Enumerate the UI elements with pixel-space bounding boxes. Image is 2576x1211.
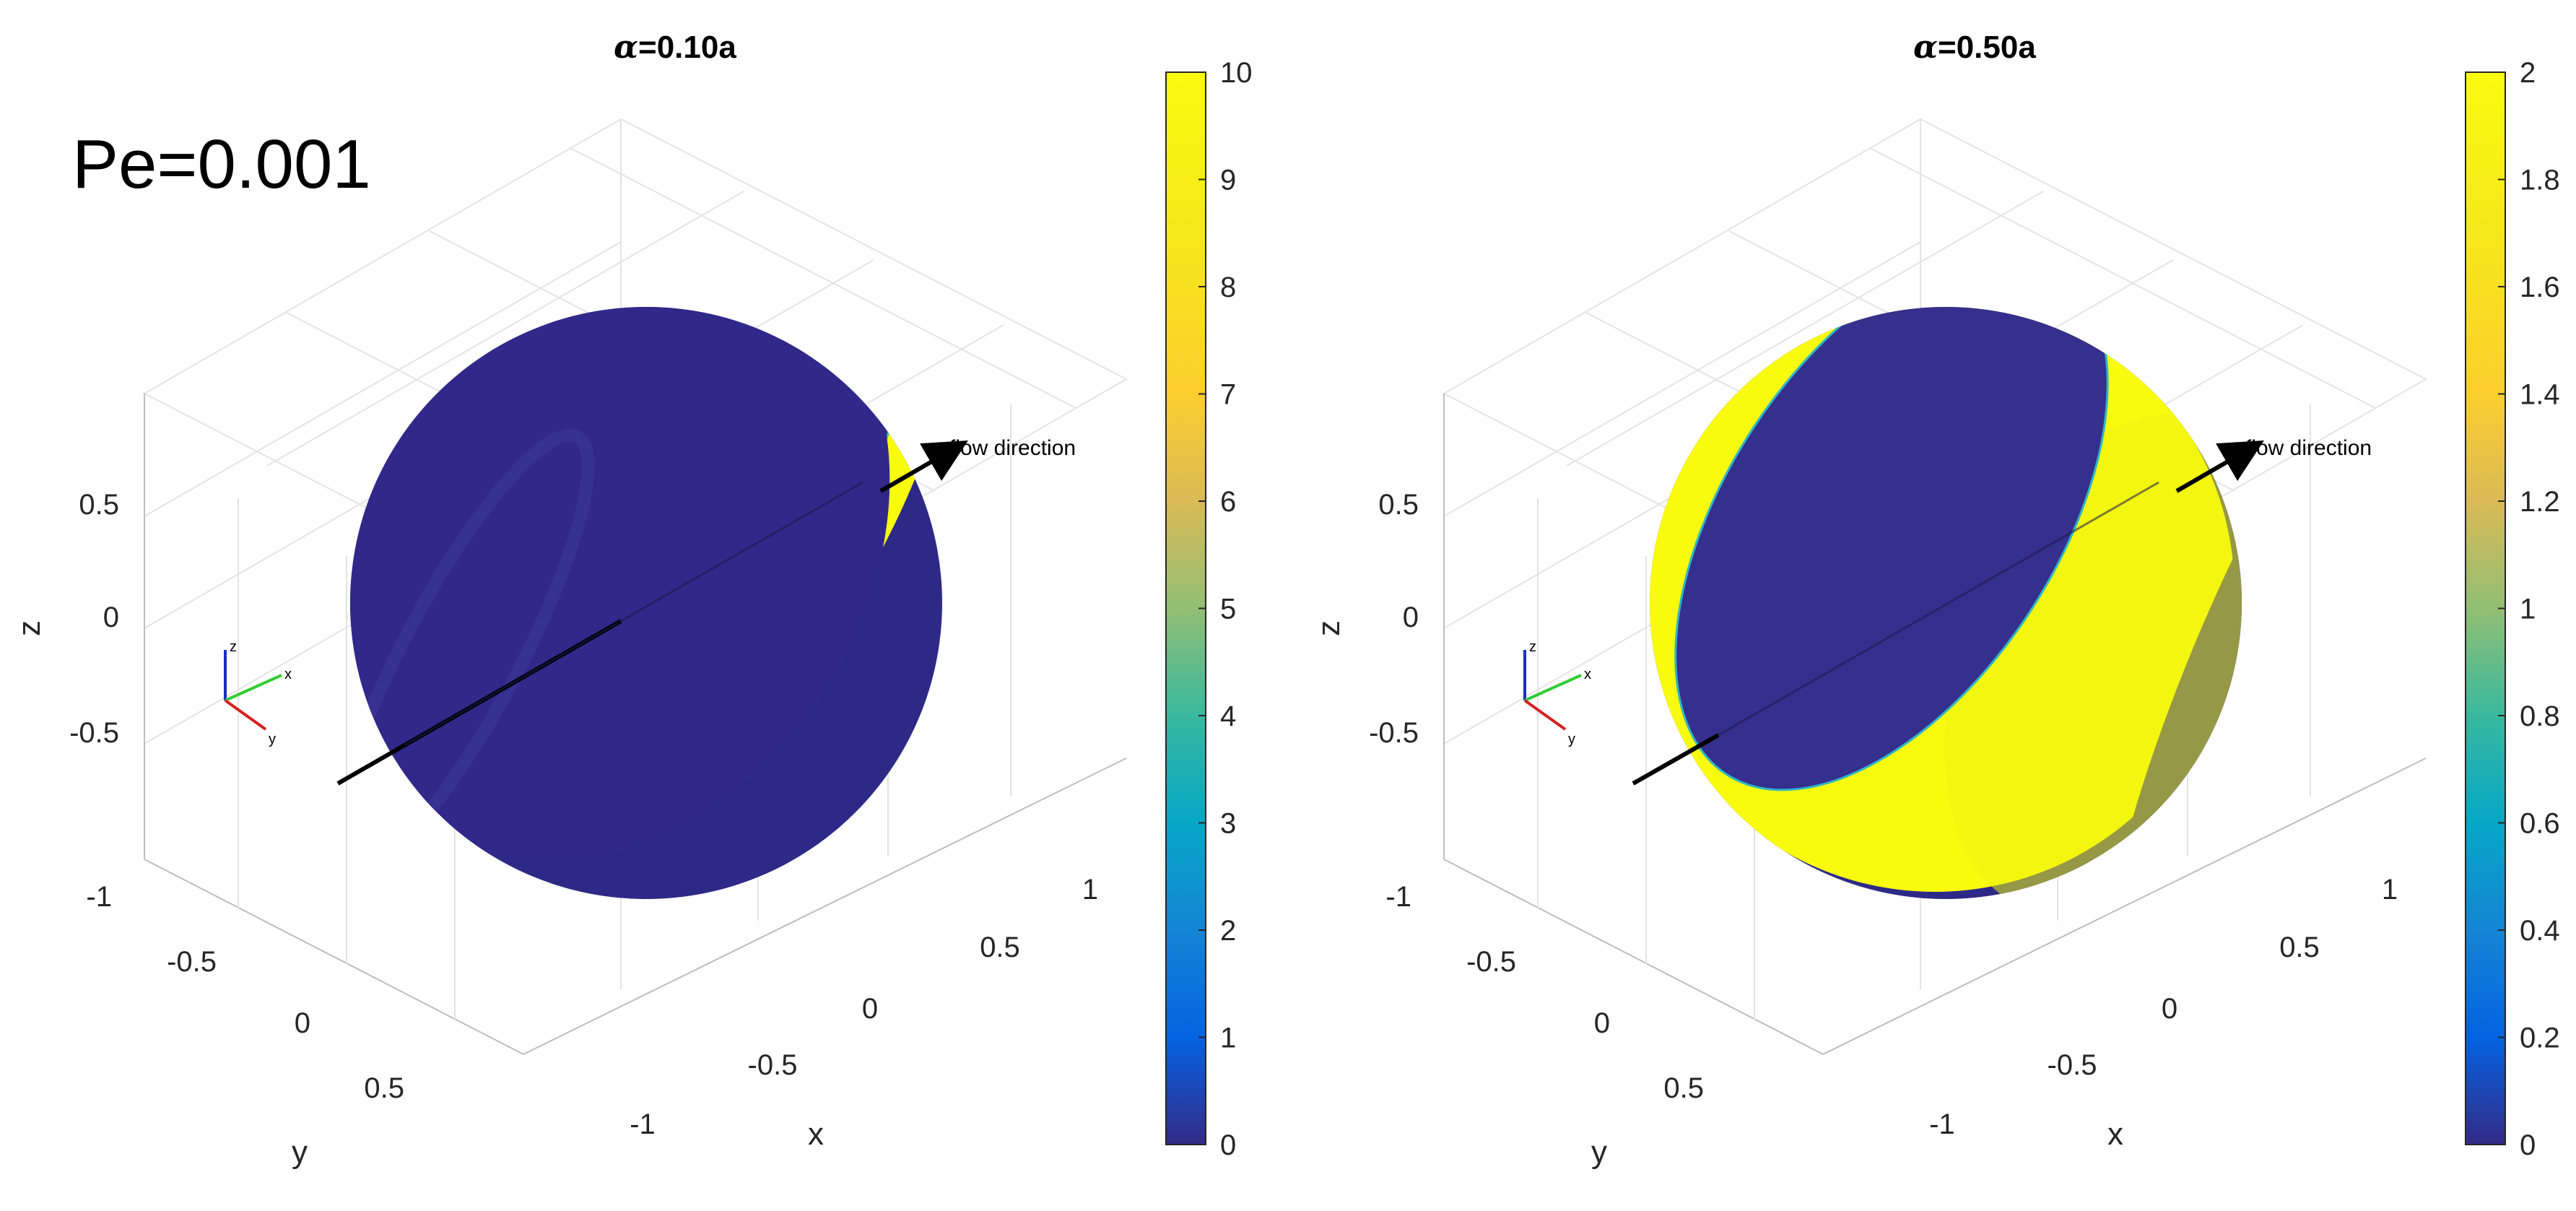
x-tick: 0 xyxy=(2162,993,2177,1025)
colorbar-tick-label: 2 xyxy=(2520,57,2536,89)
colorbar-tick-label: 3 xyxy=(1220,808,1236,840)
x-ticks-right: -1 -0.5 0 0.5 1 x xyxy=(1929,874,2398,1152)
triad-y: y xyxy=(269,732,276,747)
z-axis-label: z xyxy=(12,620,47,636)
x-ticks-left: -1 -0.5 0 0.5 1 x xyxy=(630,874,1098,1152)
x-tick: 0.5 xyxy=(980,932,1020,963)
colorbar-tick-label: 1.6 xyxy=(2520,272,2560,303)
triad-z: z xyxy=(1529,639,1536,655)
x-axis-label: x xyxy=(2107,1116,2123,1152)
y-ticks-right: -1 -0.5 0 0.5 y xyxy=(1385,881,1704,1170)
x-tick: 0 xyxy=(862,993,878,1025)
x-tick: -1 xyxy=(1929,1108,1955,1140)
z-tick: 0 xyxy=(103,602,119,633)
pe-annotation: Pe=0.001 xyxy=(72,126,371,203)
colorbar-tick-label: 10 xyxy=(1220,57,1253,89)
y-axis-label: y xyxy=(1591,1134,1607,1170)
z-tick: 0.5 xyxy=(1378,489,1419,521)
y-tick: 0.5 xyxy=(1663,1072,1704,1104)
colorbar-tick-label: 7 xyxy=(1220,379,1236,411)
colorbar-tick-label: 0.6 xyxy=(2520,808,2560,840)
panel-title-left: α=0.10a xyxy=(614,29,736,66)
flow-arrow-right: flow direction xyxy=(1632,436,2372,786)
sphere-left xyxy=(350,307,942,899)
y-tick: -0.5 xyxy=(167,946,217,978)
colorbar-tick-label: 0 xyxy=(2520,1129,2536,1161)
z-tick: 0.5 xyxy=(79,489,119,521)
flow-arrow-left: flow direction xyxy=(336,436,1076,786)
colorbar-tick-label: 4 xyxy=(1220,700,1236,732)
colorbar-tick-label: 8 xyxy=(1220,272,1236,303)
z-axis-label: z xyxy=(1311,620,1346,636)
colorbar-tick-label: 0.4 xyxy=(2520,915,2560,947)
y-tick: -1 xyxy=(86,881,112,913)
x-tick: -0.5 xyxy=(748,1049,798,1081)
y-ticks-left: -1 -0.5 0 0.5 y xyxy=(86,881,404,1170)
y-tick: 0.5 xyxy=(364,1072,404,1104)
triad-x: x xyxy=(1584,667,1591,682)
z-tick: -0.5 xyxy=(69,717,119,749)
triad-z: z xyxy=(230,639,237,655)
axis-triad-right: z x y xyxy=(1523,639,1591,747)
z-ticks-right: 0.5 0 -0.5 z xyxy=(1311,489,1419,749)
colorbar-tick-label: 2 xyxy=(1220,915,1236,947)
panel-title-right: α=0.50a xyxy=(1913,29,2036,66)
panel-right: flow direction z x y 0.5 0 -0.5 z -1 -0.… xyxy=(1311,29,2560,1170)
z-tick: -0.5 xyxy=(1369,717,1419,749)
colorbar-tick-label: 1 xyxy=(2520,594,2536,625)
y-axis-label: y xyxy=(292,1134,308,1170)
colorbar-tick-label: 0 xyxy=(1220,1129,1236,1161)
x-tick: -0.5 xyxy=(2048,1049,2097,1081)
axis-triad-left: z x y xyxy=(224,639,292,747)
colorbar-tick-label: 0.2 xyxy=(2520,1023,2560,1054)
triad-x: x xyxy=(284,667,292,682)
colorbar-tick-label: 1.4 xyxy=(2520,379,2560,411)
flow-direction-label-right: flow direction xyxy=(2245,436,2372,460)
colorbar-tick-label: 5 xyxy=(1220,594,1236,625)
x-axis-label: x xyxy=(808,1116,824,1152)
colorbar-tick-label: 1.8 xyxy=(2520,165,2560,196)
panel-left: flow direction z x y 0.5 0 -0.5 z -1 -0.… xyxy=(12,29,1253,1170)
y-tick: 0 xyxy=(1594,1007,1610,1039)
y-tick: -0.5 xyxy=(1466,946,1516,978)
flow-direction-label-left: flow direction xyxy=(949,436,1076,460)
colorbar-tick-label: 6 xyxy=(1220,486,1236,518)
triad-y: y xyxy=(1568,732,1575,747)
colorbar-tick-label: 1.2 xyxy=(2520,486,2560,518)
colorbar-tick-label: 0.8 xyxy=(2520,700,2560,732)
x-tick: -1 xyxy=(630,1108,656,1140)
z-tick: 0 xyxy=(1403,602,1419,633)
colorbar-tick-label: 9 xyxy=(1220,165,1236,196)
x-tick: 0.5 xyxy=(2279,932,2320,963)
sphere-right xyxy=(1650,307,2242,899)
x-tick: 1 xyxy=(1082,874,1098,906)
z-ticks-left: 0.5 0 -0.5 z xyxy=(12,489,119,749)
y-tick: 0 xyxy=(295,1007,310,1039)
colorbar-tick-label: 1 xyxy=(1220,1023,1236,1054)
x-tick: 1 xyxy=(2382,874,2398,906)
colorbar-right: 2 1.8 1.6 1.4 1.2 1 0.8 0.6 0.4 0.2 0 xyxy=(2465,57,2560,1161)
y-tick: -1 xyxy=(1385,881,1411,913)
